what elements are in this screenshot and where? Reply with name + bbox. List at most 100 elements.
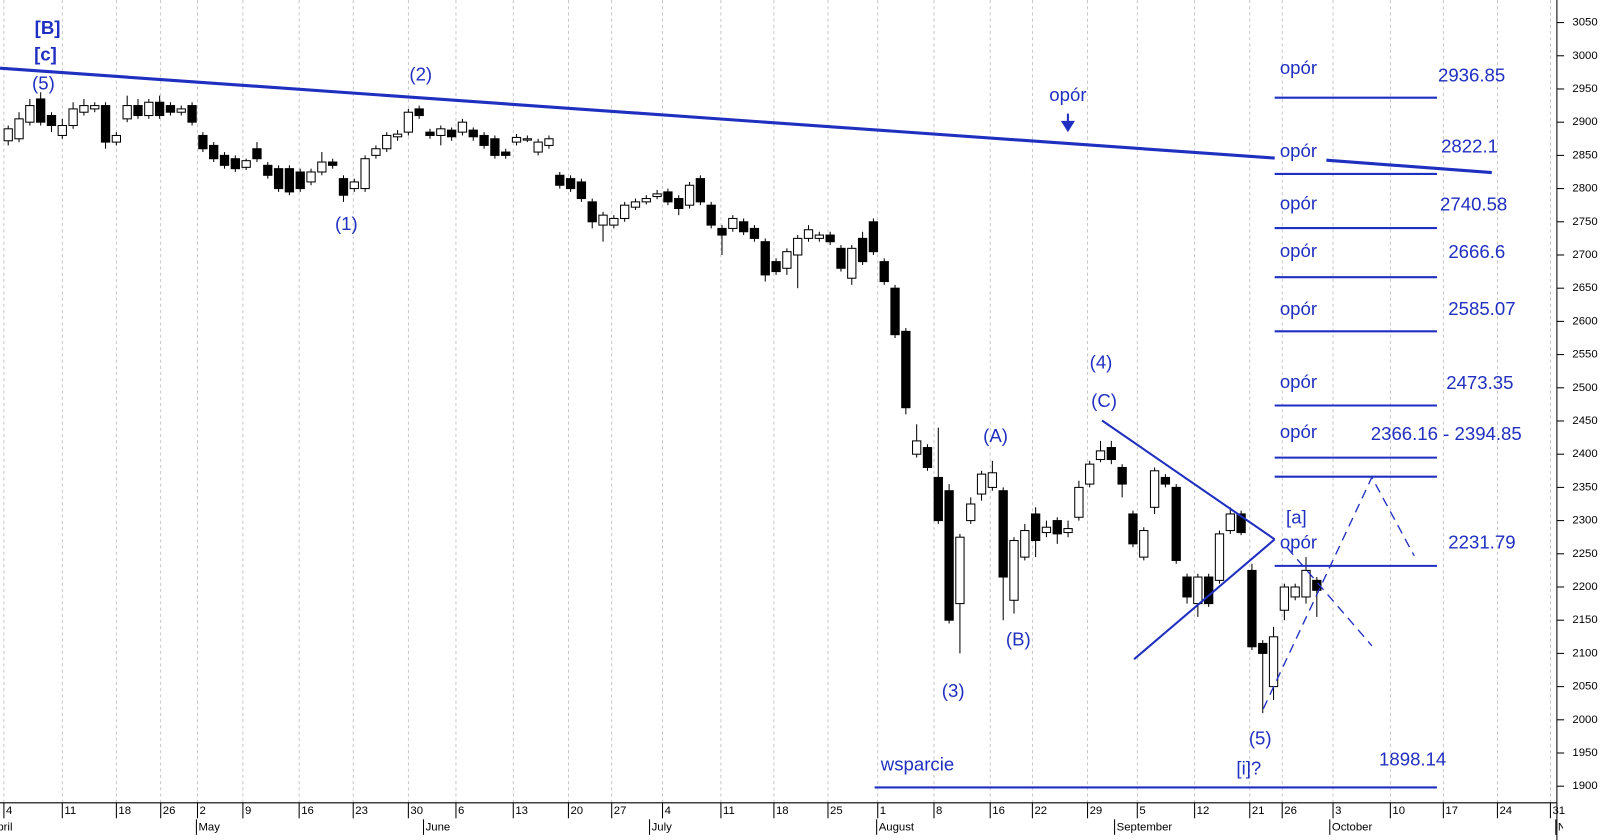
axes: 4 11 18 26 2 9 16 23 30 6 13 20 27 4 11 18 25 1 8 16 22 29 5 12… [0,17,1598,835]
month-label: May [198,822,220,834]
y-tick-label: 2700 [1572,249,1597,261]
y-tick-label: 2900 [1572,116,1597,128]
y-tick-label: 3050 [1572,17,1597,29]
x-tick-label: 18 [118,805,131,817]
x-tick-label: 18 [776,805,789,817]
candle-body [1063,528,1073,534]
candle-body [1041,526,1052,534]
wave-label: [a] [1286,507,1307,528]
candle-body [771,261,781,273]
candle-body [144,101,154,117]
wave-label: [i]? [1236,758,1261,779]
candle-body [652,193,662,198]
wave-label: opór [1049,84,1086,105]
candle-body [663,191,673,203]
candle-body [976,473,987,495]
level-value: 2740.58 [1440,194,1507,215]
x-tick-label: 20 [570,805,583,817]
candle-body [706,204,716,226]
y-tick-label: 1950 [1572,747,1597,759]
candle-body [338,178,349,196]
candle-body [857,237,868,263]
level-label: opór [1280,371,1317,392]
arrow-down [1060,113,1075,133]
level-label: opór [1280,240,1317,261]
x-tick-label: 2 [200,805,206,817]
y-tick-label: 2100 [1572,647,1597,659]
y-tick-label: 2600 [1572,315,1597,327]
candle-body [414,108,424,117]
y-tick-label: 2450 [1572,415,1597,427]
candle-body [382,134,392,150]
levels: opór 2936.85 opór 2822.1 opór 2740.58 opór 2666… [874,57,1522,789]
candle-body [814,234,824,239]
candle-body [349,181,359,190]
candle-body [555,174,565,186]
level-value: 2666.6 [1448,241,1505,262]
candle-body [328,161,338,166]
level-value: 2822.1 [1441,136,1498,157]
x-tick-label: 1 [880,805,886,817]
level-label: opór [1280,298,1317,319]
candle-body [436,128,446,136]
candle-body [306,171,316,183]
x-tick-label: 4 [665,805,671,817]
candle-body [695,178,706,203]
level-value: 2366.16 - 2394.85 [1371,423,1522,444]
y-tick-label: 1900 [1572,780,1597,792]
level-value: 2473.35 [1446,372,1513,393]
candle-body [36,98,46,123]
y-tick-label: 3000 [1572,50,1597,62]
overlay [0,66,1492,710]
candle-body [219,154,230,166]
candle-body [1258,642,1268,654]
wave-label: (3) [942,680,965,701]
candle-body [14,118,24,140]
y-tick-label: 2650 [1572,282,1597,294]
candle-body [1171,486,1181,561]
candle-body [457,121,468,133]
month-labels: April May June July August September October No… [0,819,1563,835]
y-tick-label: 2250 [1572,548,1597,560]
candle-body [392,133,403,138]
y-tick-label: 2950 [1572,83,1597,95]
level-label: opór [1280,421,1317,442]
candle-body [468,129,478,138]
wave-label: [B] [35,17,61,38]
candle-body [122,105,132,120]
candle-body [187,105,197,123]
level-value: 2936.85 [1438,64,1505,85]
x-tick-label: 12 [1197,805,1210,817]
y-tick-label: 2750 [1572,216,1597,228]
candle-body [565,178,576,190]
candle-body [446,129,457,138]
support-label: wsparcie [880,754,954,775]
x-tick-label: 30 [410,805,423,817]
candle-body [165,105,176,113]
level-value: 2231.79 [1448,531,1515,552]
candle-body [522,138,532,141]
wave-label: (5) [1249,728,1272,749]
month-label: September [1117,822,1173,834]
candle-body [1139,530,1149,558]
candle-body [987,472,998,488]
candle-body [1074,486,1084,518]
month-label: August [879,822,915,834]
y-tick-label: 2150 [1572,614,1597,626]
candle-body [868,221,879,253]
candle-body [111,134,122,143]
x-tick-label: 6 [458,805,464,817]
candle-body [544,138,554,146]
x-tick-label: 25 [830,805,843,817]
y-axis-panel [1556,0,1621,840]
candle-body [46,115,57,127]
candle-body [609,217,619,226]
candle-body [576,181,587,200]
grid [3,0,1551,803]
candle-body [955,536,965,605]
candle-body [1117,466,1127,485]
candle-body [511,136,522,143]
projection-down [1286,547,1373,647]
candle-body [252,148,262,160]
